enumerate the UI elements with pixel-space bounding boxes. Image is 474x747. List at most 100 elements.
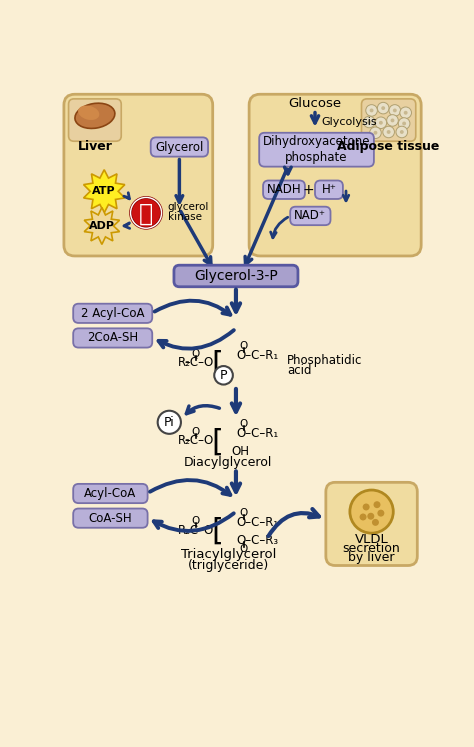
Circle shape [350,490,393,533]
Text: 2CoA-SH: 2CoA-SH [87,332,138,344]
Text: [: [ [211,428,223,457]
FancyBboxPatch shape [315,181,343,199]
Text: P: P [220,369,228,382]
Text: +: + [303,183,315,196]
Circle shape [391,119,394,123]
FancyBboxPatch shape [151,137,208,157]
Circle shape [370,127,381,138]
Text: Phosphatidic: Phosphatidic [287,354,363,368]
Text: Diacylglycerol: Diacylglycerol [184,456,273,469]
Text: glycerol: glycerol [168,202,209,212]
Circle shape [381,106,385,110]
Circle shape [396,126,408,137]
Text: O: O [191,516,200,526]
Text: NADH: NADH [267,183,301,196]
Circle shape [387,130,391,134]
Text: –C–O: –C–O [184,356,213,370]
FancyBboxPatch shape [73,304,152,323]
Text: R₂: R₂ [178,434,191,447]
Circle shape [364,117,375,128]
FancyBboxPatch shape [69,99,121,141]
Polygon shape [84,208,119,244]
Circle shape [374,501,381,508]
FancyBboxPatch shape [259,133,374,167]
Circle shape [367,512,374,520]
Text: Adipose tissue: Adipose tissue [337,140,440,153]
Text: NAD⁺: NAD⁺ [294,209,327,223]
Text: –C–O: –C–O [184,434,213,447]
Text: 2 Acyl-CoA: 2 Acyl-CoA [81,307,145,320]
Text: [: [ [211,350,223,379]
Circle shape [377,509,384,517]
Text: R₂: R₂ [178,524,191,536]
Text: secretion: secretion [343,542,401,555]
Text: 𝛆: 𝛆 [139,202,153,226]
Text: O–C–R₁: O–C–R₁ [236,349,278,362]
Text: ADP: ADP [89,221,115,231]
Polygon shape [83,170,125,213]
Circle shape [379,121,383,125]
FancyBboxPatch shape [362,99,416,141]
Text: Triacylglycerol: Triacylglycerol [181,548,276,561]
Text: O: O [191,349,200,359]
Circle shape [400,107,411,119]
Ellipse shape [75,103,115,128]
Circle shape [363,503,370,510]
Text: Glucose: Glucose [289,97,342,110]
Text: Pi: Pi [164,416,175,429]
Text: O: O [239,341,248,351]
Text: O–C–R₁: O–C–R₁ [236,516,278,529]
Text: [: [ [211,517,223,546]
Circle shape [383,126,394,137]
Text: Glycolysis: Glycolysis [321,117,377,127]
Circle shape [158,411,181,434]
Circle shape [398,118,410,129]
FancyBboxPatch shape [174,265,298,287]
Text: Dihydroxyacetone
phosphate: Dihydroxyacetone phosphate [263,135,370,164]
FancyBboxPatch shape [73,484,147,503]
Text: Liver: Liver [77,140,112,153]
Circle shape [387,115,398,126]
Circle shape [377,102,389,114]
Text: CoA-SH: CoA-SH [89,512,132,524]
Text: O: O [191,427,200,436]
Text: VLDL: VLDL [355,533,389,546]
Circle shape [367,120,371,124]
Circle shape [214,366,233,385]
Text: O: O [239,545,248,554]
Circle shape [130,197,162,229]
Text: H⁺: H⁺ [321,183,337,196]
FancyBboxPatch shape [73,329,152,347]
Circle shape [370,108,374,112]
Text: OH: OH [231,445,249,458]
Circle shape [400,130,404,134]
Text: by liver: by liver [348,551,395,564]
FancyBboxPatch shape [263,181,305,199]
FancyBboxPatch shape [249,94,421,256]
Ellipse shape [78,105,100,120]
Text: O–C–R₃: O–C–R₃ [236,533,278,547]
FancyBboxPatch shape [326,483,417,565]
Text: Glycerol-3-P: Glycerol-3-P [194,269,278,283]
Circle shape [375,117,387,128]
Circle shape [402,122,406,125]
FancyBboxPatch shape [290,207,330,225]
Circle shape [404,111,408,115]
Text: Glycerol: Glycerol [155,140,203,153]
Text: R₂: R₂ [178,356,191,370]
Circle shape [366,105,377,117]
Text: O: O [239,419,248,429]
Text: O–C–R₁: O–C–R₁ [236,427,278,439]
Text: Acyl-CoA: Acyl-CoA [84,487,137,500]
Text: –C–O: –C–O [184,524,213,536]
Text: O: O [239,508,248,518]
Circle shape [393,108,397,112]
Text: ATP: ATP [92,186,116,196]
Text: acid: acid [287,365,311,377]
Text: (triglyceride): (triglyceride) [188,559,269,572]
Circle shape [389,105,401,117]
Text: kinase: kinase [168,211,202,222]
Circle shape [374,131,377,134]
FancyBboxPatch shape [73,509,147,528]
Circle shape [372,519,379,526]
